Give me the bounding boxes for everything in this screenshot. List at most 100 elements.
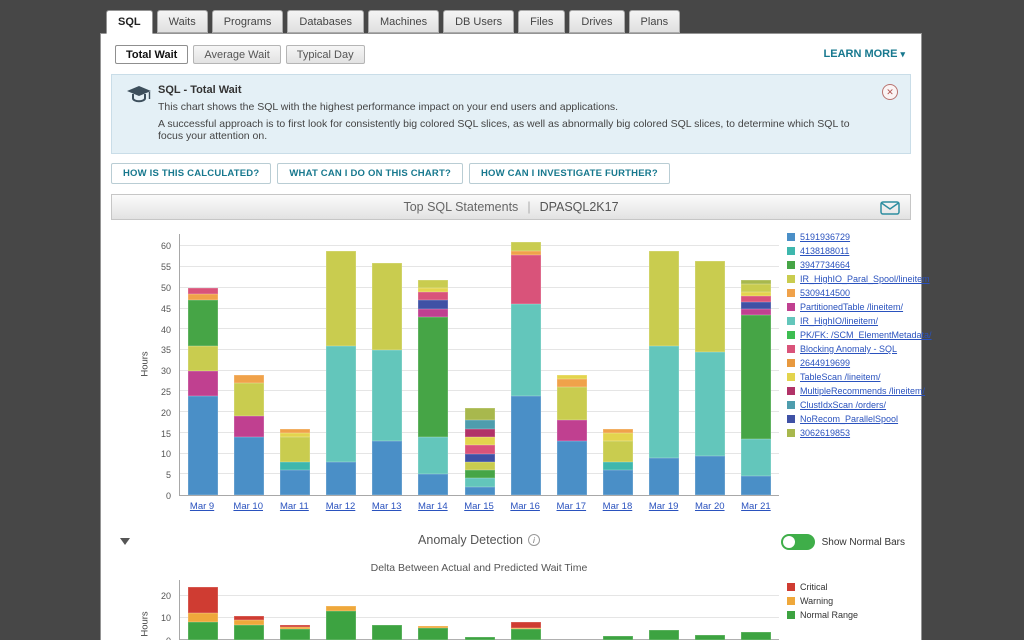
bar-segment[interactable] — [280, 624, 311, 627]
bar-segment[interactable] — [280, 432, 311, 437]
bar-segment[interactable] — [372, 263, 403, 350]
bar-segment[interactable] — [418, 316, 449, 437]
bar-segment[interactable] — [740, 292, 771, 297]
x-axis-date-link[interactable]: Mar 13 — [371, 501, 402, 512]
legend-label[interactable]: 2644919699 — [800, 358, 851, 368]
legend-label[interactable]: IR_HighIO/lineitem/ — [800, 316, 879, 326]
legend-label[interactable]: NoRecom_ParallelSpool — [800, 414, 899, 424]
legend-label[interactable]: MultipleRecommends /lineitem/ — [800, 386, 926, 396]
bar-segment[interactable] — [188, 622, 219, 640]
bar-segment[interactable] — [510, 242, 541, 251]
collapse-triangle-icon[interactable] — [120, 538, 130, 545]
bar-segment[interactable] — [188, 613, 219, 623]
email-icon[interactable] — [880, 201, 900, 218]
tab-db-users[interactable]: DB Users — [443, 10, 515, 33]
bar-segment[interactable] — [418, 279, 449, 288]
bar-segment[interactable] — [188, 300, 219, 346]
info-icon[interactable]: i — [527, 534, 540, 546]
bar-segment[interactable] — [280, 461, 311, 471]
bar-segment[interactable] — [556, 387, 587, 421]
learn-more-link[interactable]: LEARN MORE ▾ — [824, 48, 905, 60]
bar-segment[interactable] — [694, 260, 725, 353]
bar-segment[interactable] — [418, 627, 449, 640]
bar-segment[interactable] — [418, 287, 449, 292]
x-axis-date-link[interactable]: Mar 11 — [279, 501, 309, 512]
bar-segment[interactable] — [464, 636, 495, 640]
x-axis-date-link[interactable]: Mar 9 — [189, 501, 215, 512]
bar-segment[interactable] — [464, 461, 495, 471]
bar-segment[interactable] — [326, 611, 357, 640]
bar-segment[interactable] — [648, 345, 679, 458]
bar-segment[interactable] — [418, 437, 449, 475]
bar-segment[interactable] — [694, 352, 725, 456]
tab-databases[interactable]: Databases — [287, 10, 364, 33]
bar-segment[interactable] — [372, 441, 403, 495]
bar-segment[interactable] — [648, 630, 679, 640]
help-button-what-can-i-do-on-this-chart[interactable]: WHAT CAN I DO ON THIS CHART? — [277, 163, 463, 184]
bar-segment[interactable] — [740, 296, 771, 303]
bar-segment[interactable] — [418, 308, 449, 317]
bar-segment[interactable] — [188, 586, 219, 614]
bar-segment[interactable] — [326, 605, 357, 612]
legend-label[interactable]: 3062619853 — [800, 428, 851, 438]
bar-segment[interactable] — [464, 486, 495, 495]
bar-segment[interactable] — [740, 283, 771, 292]
help-button-how-is-this-calculated[interactable]: HOW IS THIS CALCULATED? — [111, 163, 272, 184]
legend-label[interactable]: IR_HighIO_Paral_Spool/lineitem — [800, 274, 930, 284]
bar-segment[interactable] — [280, 428, 311, 433]
x-axis-date-link[interactable]: Mar 12 — [325, 501, 356, 512]
bar-segment[interactable] — [602, 428, 633, 433]
bar-segment[interactable] — [188, 287, 219, 295]
bar-segment[interactable] — [234, 383, 265, 417]
bar-segment[interactable] — [464, 408, 495, 421]
bar-segment[interactable] — [740, 439, 771, 477]
legend-label[interactable]: Blocking Anomaly - SQL — [800, 344, 898, 354]
bar-segment[interactable] — [188, 395, 219, 495]
bar-segment[interactable] — [280, 626, 311, 629]
view-tab-typical-day[interactable]: Typical Day — [285, 45, 365, 64]
x-axis-date-link[interactable]: Mar 19 — [648, 501, 679, 512]
x-axis-date-link[interactable]: Mar 20 — [694, 501, 725, 512]
bar-segment[interactable] — [648, 457, 679, 495]
tab-files[interactable]: Files — [518, 10, 566, 33]
bar-segment[interactable] — [510, 254, 541, 305]
bar-segment[interactable] — [510, 627, 541, 629]
legend-label[interactable]: TableScan /lineitem/ — [800, 372, 881, 382]
x-axis-date-link[interactable]: Mar 10 — [233, 501, 264, 512]
bar-segment[interactable] — [694, 455, 725, 495]
bar-segment[interactable] — [510, 628, 541, 640]
bar-segment[interactable] — [510, 250, 541, 255]
bar-segment[interactable] — [326, 250, 357, 346]
x-axis-date-link[interactable]: Mar 21 — [741, 501, 771, 512]
bar-segment[interactable] — [326, 345, 357, 462]
bar-segment[interactable] — [464, 428, 495, 437]
bar-segment[interactable] — [464, 420, 495, 429]
bar-segment[interactable] — [280, 437, 311, 462]
bar-segment[interactable] — [280, 628, 311, 640]
help-button-how-can-i-investigate-further[interactable]: HOW CAN I INVESTIGATE FURTHER? — [469, 163, 670, 184]
bar-segment[interactable] — [372, 624, 403, 640]
bar-segment[interactable] — [510, 395, 541, 495]
bar-segment[interactable] — [510, 304, 541, 396]
bar-segment[interactable] — [234, 374, 265, 384]
bar-segment[interactable] — [648, 250, 679, 346]
bar-segment[interactable] — [740, 308, 771, 315]
bar-segment[interactable] — [556, 379, 587, 388]
view-tab-average-wait[interactable]: Average Wait — [193, 45, 281, 64]
bar-segment[interactable] — [234, 615, 265, 621]
bar-segment[interactable] — [234, 416, 265, 437]
legend-label[interactable]: 4138188011 — [800, 246, 850, 256]
bar-segment[interactable] — [418, 625, 449, 628]
legend-label[interactable]: ClustIdxScan /orders/ — [800, 400, 887, 410]
legend-label[interactable]: 3947734664 — [800, 260, 851, 270]
bar-segment[interactable] — [188, 370, 219, 396]
x-axis-date-link[interactable]: Mar 16 — [510, 501, 540, 512]
bar-segment[interactable] — [556, 441, 587, 495]
x-axis-date-link[interactable]: Mar 18 — [602, 501, 633, 512]
bar-segment[interactable] — [740, 314, 771, 440]
bar-segment[interactable] — [602, 470, 633, 495]
bar-segment[interactable] — [464, 478, 495, 487]
bar-segment[interactable] — [280, 470, 311, 495]
x-axis-date-link[interactable]: Mar 15 — [464, 501, 494, 512]
show-normal-bars-toggle[interactable] — [780, 534, 815, 550]
